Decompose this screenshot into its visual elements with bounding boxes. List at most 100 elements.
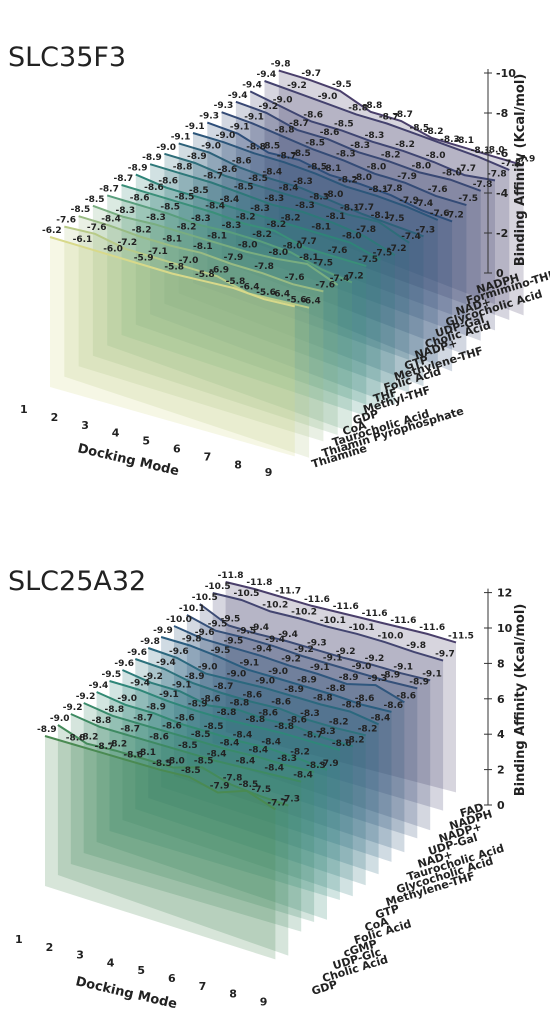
data-label: -9.0	[255, 677, 275, 687]
series-area	[199, 604, 431, 831]
data-label: -8.5	[181, 766, 201, 776]
series-line	[264, 80, 510, 171]
series-line	[173, 625, 405, 704]
data-label: -8.8	[173, 162, 193, 172]
data-label: -9.6	[114, 659, 134, 669]
series-line	[134, 658, 366, 737]
series-line	[49, 236, 296, 308]
data-label: -7.7	[267, 798, 287, 808]
series-nadp-: -10.5-9.5-9.4-9.4-9.3-9.2-9.2-9.1-9.1	[192, 593, 442, 831]
data-label: -8.7	[214, 682, 234, 692]
chart-title: SLC25A32	[8, 566, 146, 597]
data-label: -8.2	[381, 150, 401, 160]
data-label: -8.6	[332, 739, 352, 749]
data-label: -9.2	[259, 102, 279, 112]
data-label: -7.4	[330, 274, 350, 284]
data-label: -8.2	[345, 735, 365, 745]
data-label: -9.2	[294, 645, 314, 655]
data-label: -8.8	[342, 701, 362, 711]
data-label: -8.8	[105, 705, 125, 715]
data-label: -8.5	[85, 195, 105, 205]
series-area	[135, 174, 381, 410]
data-label: -8.2	[236, 213, 256, 223]
data-label: -8.2	[252, 230, 272, 240]
series-coa: -8.5-8.3-8.3-8.2-8.1-8.0-8.0-8.1-7.4	[85, 195, 349, 435]
data-label: -8.9	[128, 164, 148, 174]
series-udp-gal: -10.1-9.5-9.5-9.4-9.2-9.1-9.0-8.9-8.9	[179, 604, 429, 839]
data-label: -7.4	[401, 232, 421, 242]
data-label: -7.5	[252, 785, 272, 795]
data-label: -8.7	[303, 731, 323, 741]
series-udp-glc: -9.2-8.8-8.7-8.6-8.5-8.4-8.4-8.4-8.4	[63, 703, 313, 932]
data-label: -8.8	[274, 722, 294, 732]
series-nadph: -10.5-10.5-10.2-10.2-10.1-10.1-10.0-9.8-…	[205, 582, 455, 811]
data-label: -9.1	[230, 123, 250, 133]
data-label: -8.5	[194, 756, 214, 766]
data-label: -8.2	[395, 140, 415, 150]
series-gdp: -8.9-8.8-8.7-8.6-8.5-8.5-7.9 -8.5-7.7	[37, 725, 287, 960]
data-label: -8.4	[279, 183, 299, 193]
data-label: -7.2	[444, 210, 464, 220]
series-area	[174, 626, 405, 853]
data-label: -8.0	[283, 241, 303, 251]
data-label: -5.6	[287, 295, 307, 305]
data-label: -9.7	[435, 650, 455, 660]
data-label: -9.5	[211, 646, 231, 656]
data-label: -9.1	[240, 659, 260, 669]
data-label: -7.4	[414, 199, 434, 209]
series-methylene-thf: -9.6-9.4-8.9-8.7-8.6-8.6-8.3-8.2-8.2	[127, 648, 377, 886]
data-label: -6.4	[240, 282, 260, 292]
data-label: -9.8	[271, 60, 291, 70]
data-label: -9.1	[393, 662, 413, 672]
data-label: -8.6	[320, 128, 340, 138]
series-taurocholic-acid: -9.9-9.8-9.5-9.1-9.0-8.9-8.8-8.6-8.6	[153, 626, 403, 862]
data-label: -9.0	[268, 667, 288, 677]
data-label: -7.6	[430, 209, 450, 219]
series-line	[212, 592, 444, 662]
data-label: -9.6	[195, 628, 215, 638]
data-label: -9.2	[287, 81, 307, 91]
data-label: -9.2	[365, 654, 385, 664]
data-label: -8.1	[311, 223, 331, 233]
data-label: -10.2	[291, 607, 317, 617]
data-label: -9.0	[273, 95, 293, 105]
series-line	[149, 163, 396, 256]
x-tick-label: 5	[137, 964, 145, 977]
data-label: -9.8	[140, 637, 160, 647]
data-label: -8.6	[384, 701, 404, 711]
data-label: -6.0	[103, 244, 123, 254]
x-tick-label: 7	[204, 450, 212, 463]
data-label: -6.1	[73, 235, 93, 245]
z-tick-label: 8	[497, 657, 505, 670]
data-label: -8.8	[92, 716, 112, 726]
series-cholic-acid: -9.3-9.1-8.5-8.5-8.1-8.0-7.8-7.4-7.2	[199, 112, 464, 372]
data-label: -8.2	[290, 747, 310, 757]
z-tick-label: 12	[497, 587, 512, 600]
x-tick-label: 3	[81, 419, 89, 432]
data-label: -8.0	[269, 248, 289, 258]
x-tick-label: 1	[20, 403, 28, 416]
data-label: -8.5	[261, 142, 281, 152]
data-label: -8.6	[144, 183, 164, 193]
data-label: -9.0	[352, 662, 372, 672]
data-label: -7.9	[516, 154, 536, 164]
x-tick-label: 2	[46, 941, 54, 954]
series-area	[235, 101, 481, 341]
data-label: -9.0	[201, 142, 221, 152]
data-label: -8.8	[313, 694, 333, 704]
data-label: -11.8	[246, 578, 272, 588]
data-label: -6.2	[42, 226, 62, 236]
data-label: -8.1	[471, 146, 491, 156]
series-line	[96, 691, 328, 771]
data-label: -7.8	[254, 262, 274, 272]
data-label: -8.1	[207, 231, 227, 241]
data-label: -7.3	[280, 795, 300, 805]
series-nad-: -9.4-9.0-8.6-8.5-8.3-8.2-8.0-7.7-7.8	[242, 80, 507, 331]
series-line	[249, 90, 496, 182]
data-label: -9.3	[214, 101, 234, 111]
series-gdp: -8.7-8.6-8.5-8.3-8.3-8.2-8.0-7.5-7.2	[99, 184, 364, 433]
chart-slc35f3: SLC35F3 -9.8-9.7-9.5-8.8-8.7-8.2-8.1-8.0-…	[8, 42, 550, 479]
data-label: -9.0	[198, 663, 218, 673]
data-label: -8.6	[287, 716, 307, 726]
data-label: -11.5	[448, 631, 474, 641]
